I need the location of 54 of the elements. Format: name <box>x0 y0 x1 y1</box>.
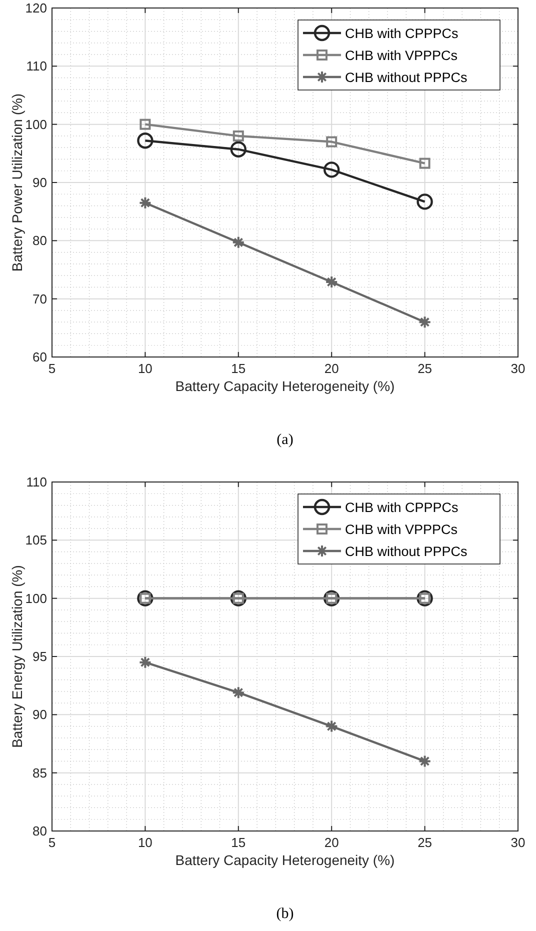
x-tick-label: 30 <box>510 835 526 850</box>
y-tick-label: 85 <box>32 765 47 780</box>
x-tick-label: 15 <box>231 361 246 376</box>
y-tick-label: 105 <box>25 532 47 548</box>
y-tick-label: 80 <box>32 233 47 248</box>
x-tick-label: 5 <box>48 835 56 850</box>
point <box>416 194 433 210</box>
y-tick-label: 70 <box>32 291 47 306</box>
y-tick-label: 80 <box>32 824 47 838</box>
x-tick-label: 25 <box>418 361 432 376</box>
x-axis-title: Battery Capacity Heterogeneity (%) <box>175 378 395 394</box>
y-tick-label: 100 <box>25 590 47 606</box>
x-tick-label: 10 <box>138 361 152 376</box>
point <box>137 132 154 149</box>
point <box>419 158 430 169</box>
x-tick-label: 10 <box>138 835 152 850</box>
y-tick-label: 100 <box>25 116 47 132</box>
point <box>325 720 338 733</box>
legend-label: CHB with CPPPCs <box>345 26 459 41</box>
x-tick-label: 20 <box>324 835 339 850</box>
point <box>230 141 246 158</box>
x-axis-title: Battery Capacity Heterogeneity (%) <box>175 852 395 868</box>
point <box>418 754 432 768</box>
x-tick-label: 5 <box>48 361 56 376</box>
y-tick-label: 110 <box>26 58 47 74</box>
point <box>418 316 432 329</box>
point <box>138 196 152 210</box>
point <box>138 656 152 669</box>
x-tick-label: 15 <box>231 835 246 850</box>
legend-label: CHB without PPPCs <box>345 544 468 559</box>
text: (a) <box>276 432 294 448</box>
point <box>232 686 245 700</box>
point <box>232 130 244 142</box>
x-tick-label: 20 <box>324 361 339 376</box>
y-tick-label: 120 <box>25 0 47 16</box>
y-axis-title: Battery Power Utilization (%) <box>9 93 25 272</box>
legend-label: CHB with VPPPCs <box>345 48 458 63</box>
y-tick-label: 60 <box>32 350 47 364</box>
point <box>326 136 338 148</box>
text: (b) <box>276 906 294 922</box>
point <box>140 118 151 130</box>
point <box>232 236 245 249</box>
legend-label: CHB with VPPPCs <box>345 522 458 537</box>
y-tick-label: 90 <box>32 707 47 722</box>
y-tick-label: 95 <box>32 649 47 664</box>
point <box>324 162 340 178</box>
x-tick-label: 25 <box>418 835 432 850</box>
legend-label: CHB without PPPCs <box>345 70 468 85</box>
point <box>325 275 338 288</box>
y-tick-label: 110 <box>26 474 47 490</box>
legend-label: CHB with CPPPCs <box>345 500 459 515</box>
y-tick-label: 90 <box>32 175 47 190</box>
x-tick-label: 30 <box>510 361 526 376</box>
y-axis-title: Battery Energy Utilization (%) <box>9 565 25 748</box>
